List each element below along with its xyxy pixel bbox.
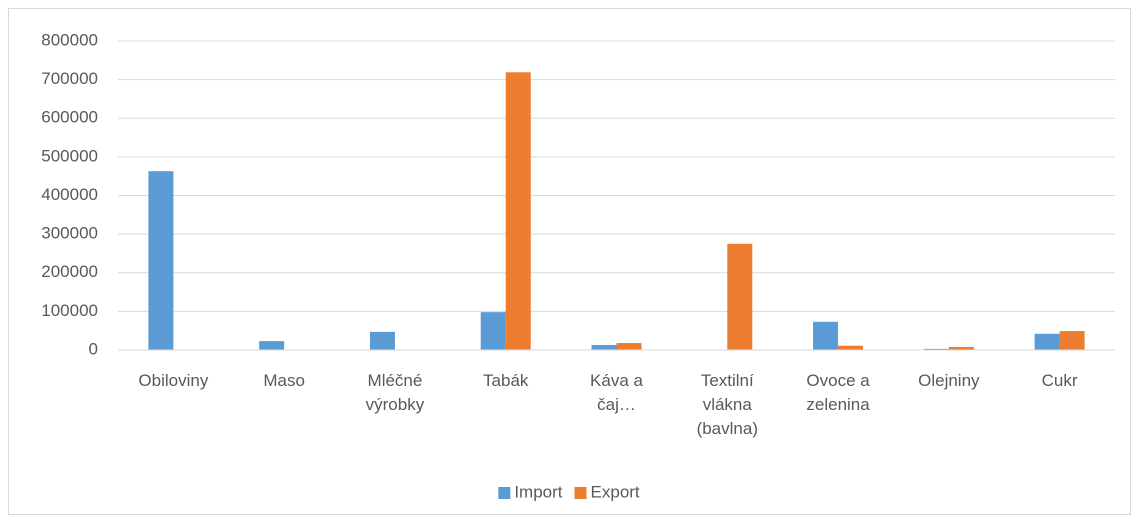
x-tick-label: Cukr bbox=[1042, 371, 1078, 390]
bar bbox=[616, 343, 642, 350]
bar bbox=[813, 321, 839, 350]
x-tick-label: Textilní vlákna (bavlna) bbox=[697, 371, 758, 438]
bar bbox=[948, 346, 974, 350]
y-tick-label: 800000 bbox=[41, 30, 98, 49]
bar bbox=[369, 331, 395, 350]
y-tick-label: 0 bbox=[89, 339, 98, 358]
bar bbox=[259, 341, 285, 350]
x-tick-label: Maso bbox=[263, 371, 305, 390]
y-tick-label: 200000 bbox=[41, 262, 98, 281]
legend-swatch bbox=[498, 487, 511, 499]
legend-swatch bbox=[574, 487, 587, 499]
x-tick-label: Ovoce a zelenina bbox=[806, 371, 870, 414]
bar bbox=[1059, 331, 1085, 350]
legend-item: Export bbox=[574, 482, 640, 501]
bar bbox=[838, 345, 864, 350]
legend-item: Import bbox=[498, 482, 563, 501]
x-tick-label: Tabák bbox=[483, 371, 529, 390]
x-tick-label: Obiloviny bbox=[138, 371, 208, 390]
y-tick-label: 500000 bbox=[41, 146, 98, 165]
x-tick-label: Mléčné výrobky bbox=[366, 371, 425, 414]
y-tick-label: 700000 bbox=[41, 69, 98, 88]
chart-border bbox=[8, 8, 1131, 515]
y-tick-label: 600000 bbox=[41, 108, 98, 127]
bar bbox=[923, 348, 949, 350]
y-tick-label: 300000 bbox=[41, 224, 98, 243]
bar bbox=[480, 312, 506, 350]
legend-label: Export bbox=[591, 482, 640, 501]
bar bbox=[148, 171, 174, 350]
y-tick-label: 100000 bbox=[41, 301, 98, 320]
bar bbox=[505, 72, 531, 350]
bar bbox=[727, 243, 753, 350]
legend-label: Import bbox=[514, 482, 562, 501]
bar bbox=[1034, 333, 1060, 350]
y-tick-label: 400000 bbox=[41, 185, 98, 204]
x-tick-label: Káva a čaj… bbox=[590, 371, 643, 414]
x-tick-label: Olejniny bbox=[918, 371, 980, 390]
bar bbox=[591, 344, 617, 350]
